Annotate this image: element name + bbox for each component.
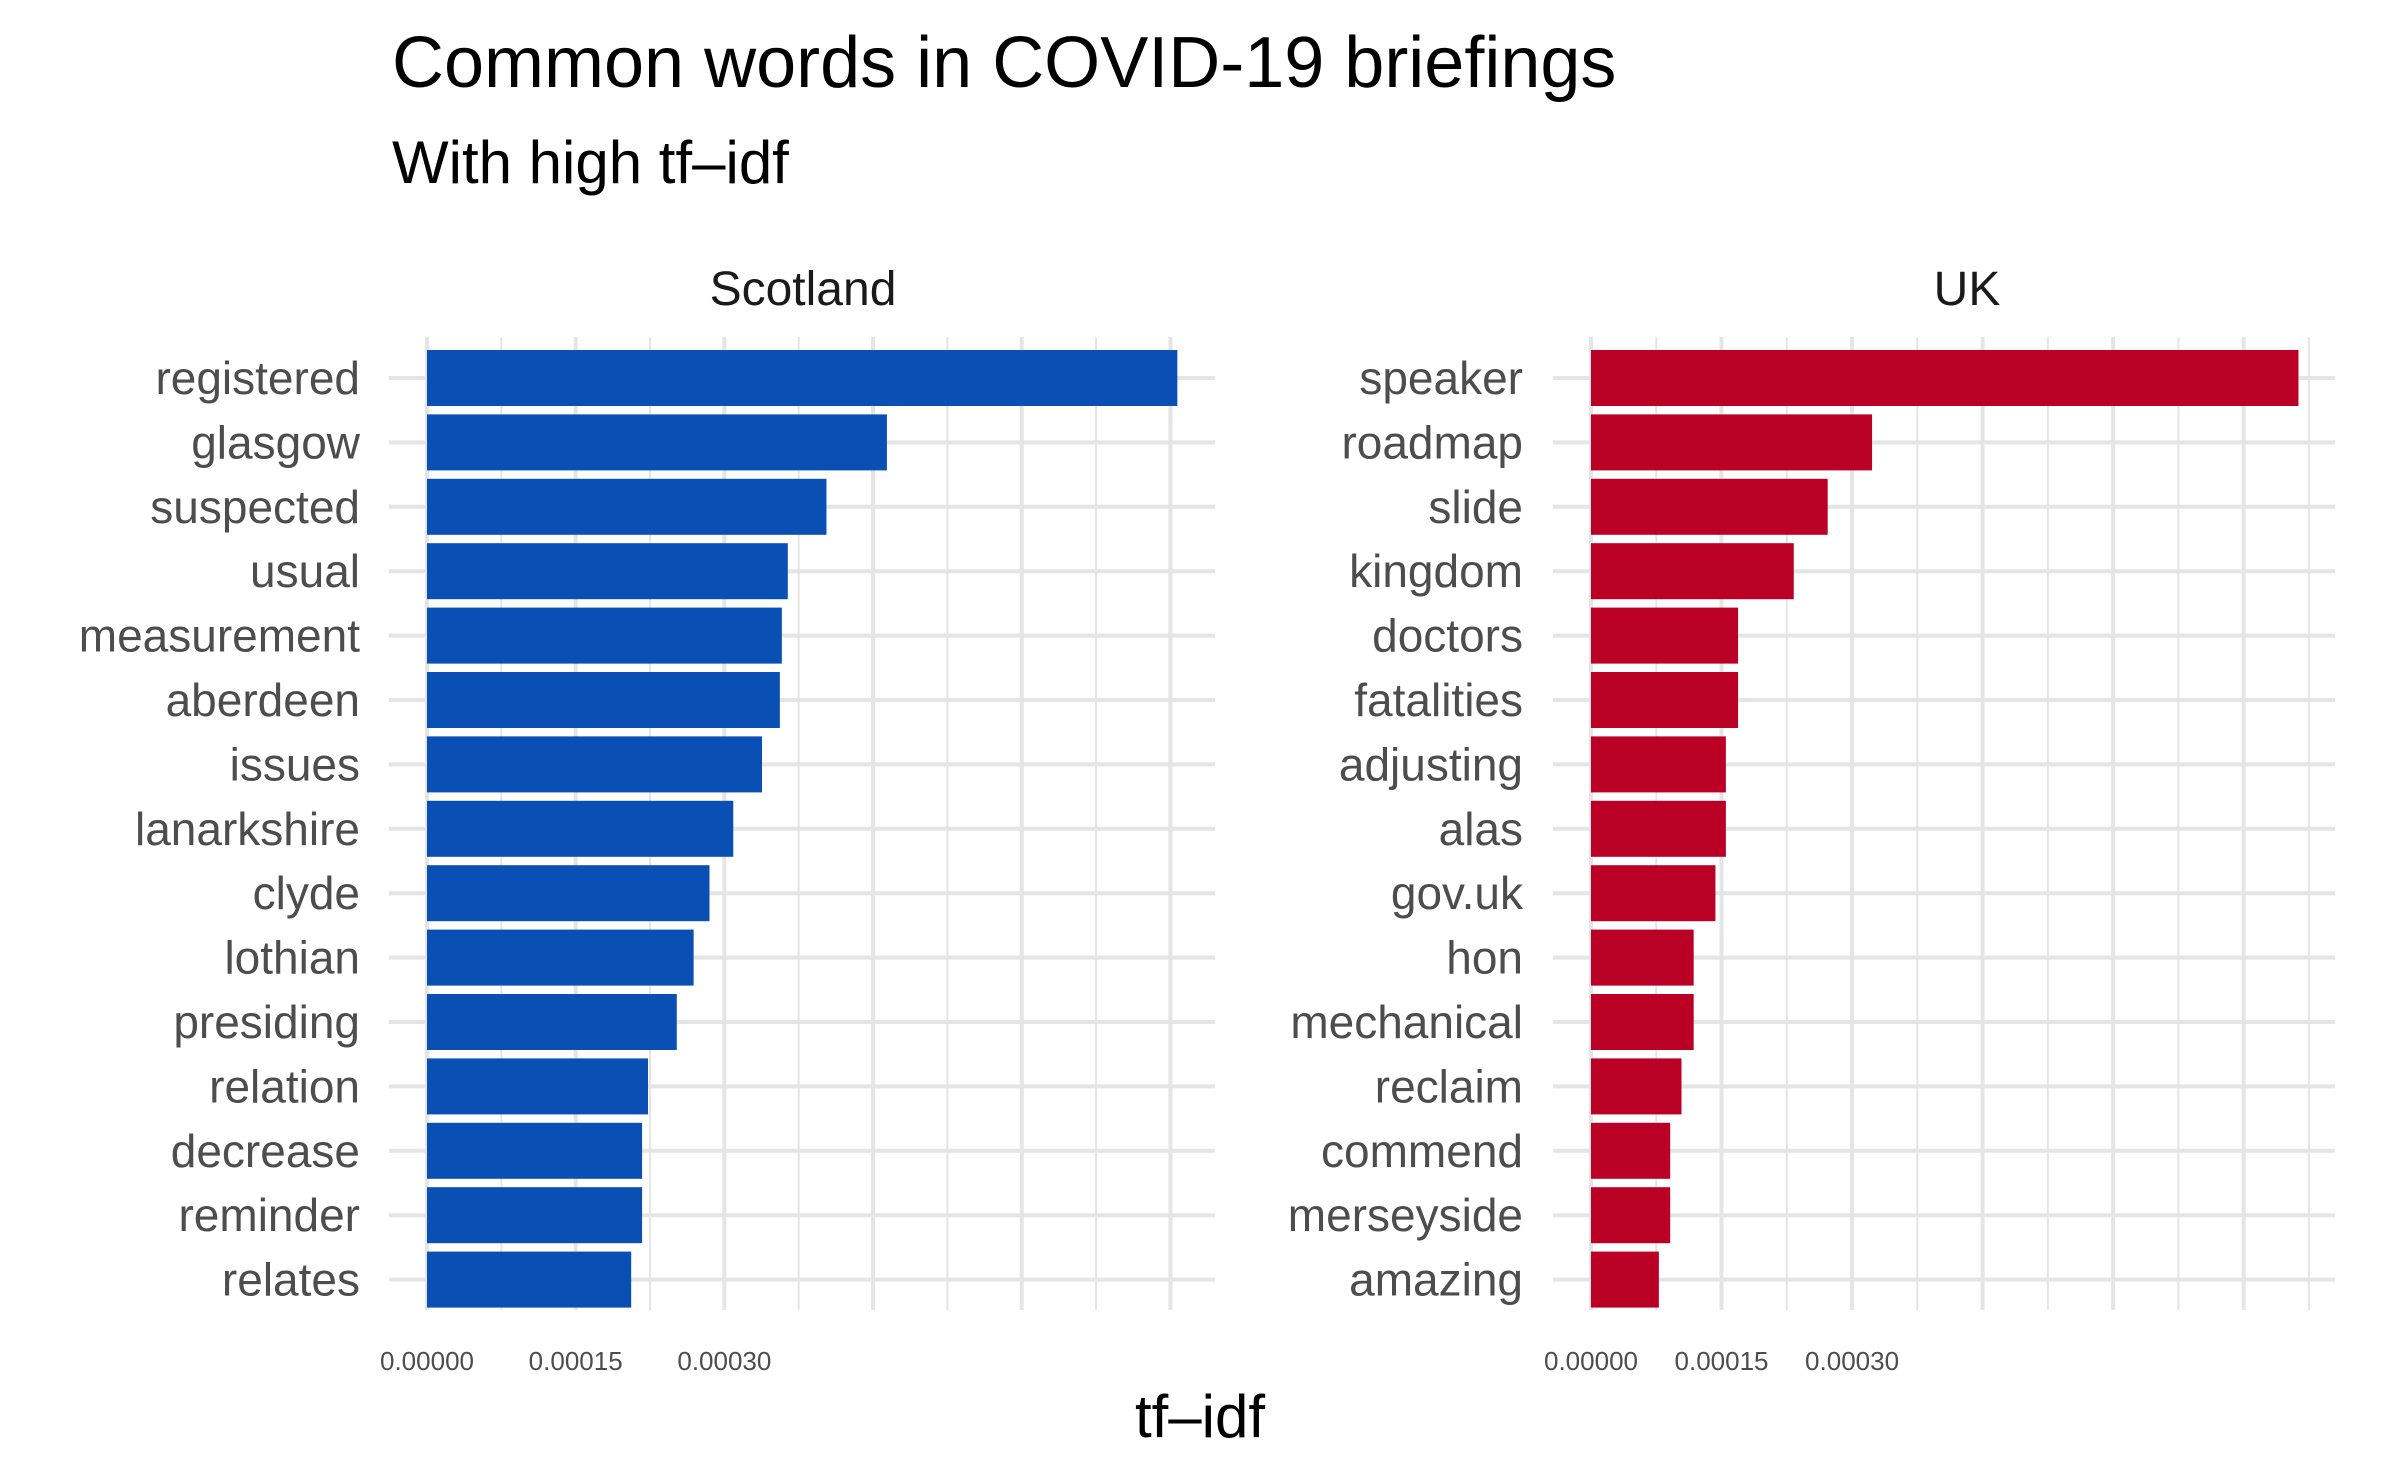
category-label: lothian: [224, 932, 360, 984]
bar: [1591, 478, 1828, 535]
bar: [1591, 929, 1694, 986]
bar: [427, 929, 694, 986]
bar: [427, 994, 677, 1050]
category-label: measurement: [79, 610, 360, 662]
bar: [1591, 350, 2299, 406]
category-label: hon: [1446, 932, 1523, 984]
x-tick-label: 0.00030: [1805, 1346, 1899, 1376]
category-label: doctors: [1372, 610, 1523, 662]
category-label: issues: [230, 738, 360, 790]
category-label: relates: [222, 1254, 360, 1306]
bar: [1591, 414, 1873, 471]
category-label: lanarkshire: [135, 803, 360, 855]
x-axis-label: tf–idf: [1134, 1383, 1266, 1450]
bar: [1591, 543, 1794, 600]
bar: [427, 414, 887, 471]
category-label: reminder: [178, 1189, 360, 1241]
x-tick-label: 0.00030: [677, 1346, 771, 1376]
facet-label: UK: [1934, 263, 2001, 316]
x-tick-label: 0.00000: [1544, 1346, 1638, 1376]
category-label: kingdom: [1349, 545, 1523, 597]
bar: [427, 672, 780, 728]
category-label: slide: [1428, 481, 1523, 533]
bar: [1591, 1058, 1682, 1115]
bar: [427, 1122, 643, 1179]
facet-label: Scotland: [710, 263, 897, 316]
bar: [427, 865, 710, 922]
bar: [1591, 1122, 1671, 1179]
category-label: relation: [209, 1060, 360, 1112]
category-label: mechanical: [1290, 996, 1523, 1048]
bar: [427, 543, 788, 600]
category-label: adjusting: [1339, 738, 1523, 790]
x-tick-label: 0.00015: [1675, 1346, 1769, 1376]
x-tick-label: 0.00000: [380, 1346, 474, 1376]
chart-subtitle: With high tf–idf: [392, 129, 789, 196]
bar: [427, 1058, 649, 1115]
bar: [427, 800, 734, 857]
category-label: registered: [155, 352, 360, 404]
bar: [427, 478, 827, 535]
category-label: commend: [1321, 1125, 1523, 1177]
bar: [1591, 800, 1726, 857]
bar: [1591, 1251, 1659, 1308]
category-label: gov.uk: [1391, 867, 1524, 919]
bar: [1591, 865, 1716, 922]
category-label: merseyside: [1288, 1189, 1523, 1241]
category-label: clyde: [253, 867, 360, 919]
category-label: fatalities: [1354, 674, 1523, 726]
category-label: usual: [250, 545, 360, 597]
category-label: aberdeen: [166, 674, 360, 726]
category-label: speaker: [1359, 352, 1523, 404]
category-label: glasgow: [191, 416, 361, 468]
category-label: presiding: [173, 996, 360, 1048]
bar: [427, 607, 782, 664]
bar: [1591, 1187, 1671, 1244]
bar: [1591, 672, 1739, 728]
bar: [427, 736, 763, 793]
chart-title: Common words in COVID-19 briefings: [392, 23, 1617, 103]
bar: [427, 1187, 643, 1244]
category-label: amazing: [1349, 1254, 1523, 1306]
bar: [427, 1251, 632, 1308]
category-label: decrease: [171, 1125, 360, 1177]
bar: [1591, 736, 1726, 793]
x-tick-label: 0.00015: [529, 1346, 623, 1376]
category-label: roadmap: [1341, 416, 1523, 468]
category-label: reclaim: [1375, 1060, 1523, 1112]
bar: [1591, 994, 1694, 1050]
category-label: suspected: [150, 481, 360, 533]
bar: [1591, 607, 1739, 664]
category-label: alas: [1439, 803, 1523, 855]
bar: [427, 350, 1178, 406]
